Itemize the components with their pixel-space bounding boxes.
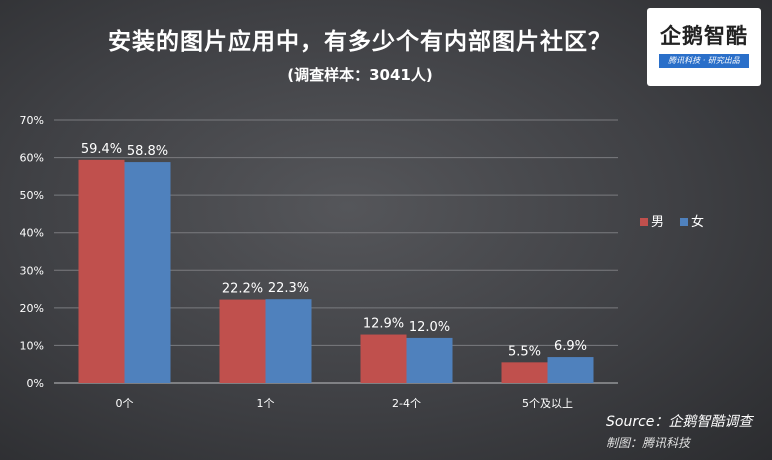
- x-category-label: 1个: [257, 397, 275, 410]
- y-tick-label: 60%: [20, 152, 44, 165]
- x-category-label: 0个: [116, 397, 134, 410]
- legend-label: 女: [691, 214, 704, 230]
- data-label: 6.9%: [554, 339, 587, 354]
- data-label: 22.2%: [222, 282, 263, 297]
- data-label: 5.5%: [508, 344, 541, 359]
- credit-note: 制图：腾讯科技: [606, 436, 691, 450]
- bar-female: [406, 337, 453, 383]
- x-category-label: 5个及以上: [522, 397, 573, 410]
- y-tick-label: 30%: [20, 264, 44, 277]
- y-tick-label: 50%: [20, 189, 44, 202]
- brand-logo: 企鹅智酷 腾讯科技 · 研究出品: [647, 8, 761, 86]
- x-category-label: 2-4个: [392, 397, 421, 410]
- legend-swatch: [680, 218, 688, 226]
- y-tick-label: 70%: [20, 114, 44, 127]
- logo-tagline: 腾讯科技 · 研究出品: [659, 54, 749, 68]
- y-tick-label: 0%: [27, 377, 44, 390]
- chart-title: 安装的图片应用中，有多少个有内部图片社区？: [108, 29, 612, 55]
- bar-male: [501, 362, 548, 383]
- data-label: 58.8%: [127, 144, 168, 159]
- chart-subtitle: (调查样本：3041人): [287, 66, 433, 84]
- logo-name: 企鹅智酷: [660, 24, 748, 48]
- source-note: Source：企鹅智酷调查: [606, 414, 753, 430]
- y-tick-label: 40%: [20, 227, 44, 240]
- data-label: 12.9%: [363, 317, 404, 332]
- bar-female: [124, 162, 171, 383]
- bar-male: [78, 159, 125, 383]
- y-tick-label: 10%: [20, 339, 44, 352]
- data-label: 12.0%: [409, 320, 450, 335]
- legend-swatch: [640, 218, 648, 226]
- data-label: 59.4%: [81, 142, 122, 157]
- legend-label: 男: [651, 215, 664, 230]
- bar-male: [219, 299, 266, 383]
- y-tick-label: 20%: [20, 302, 44, 315]
- data-label: 22.3%: [268, 281, 309, 296]
- bar-female: [265, 299, 312, 383]
- bar-female: [547, 357, 594, 383]
- bar-male: [360, 334, 407, 383]
